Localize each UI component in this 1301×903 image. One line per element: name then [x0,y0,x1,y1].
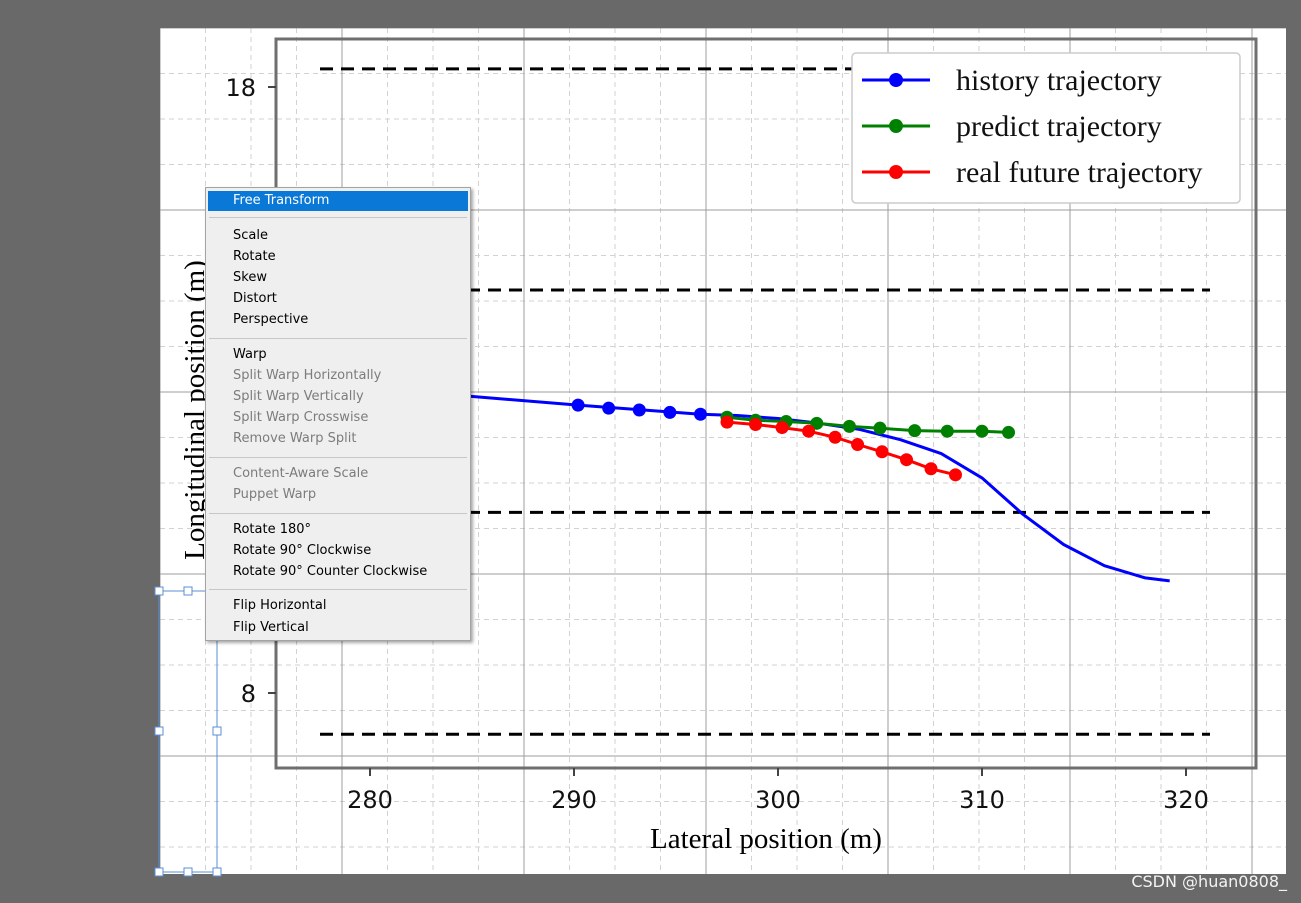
menu-item-puppet-warp[interactable]: Puppet Warp [208,485,468,505]
menu-item-free-transform[interactable]: Free Transform [208,191,468,211]
legend-label: predict trajectory [956,110,1162,143]
history-point [571,398,585,412]
menu-item-label: Remove Warp Split [233,431,357,446]
real-future-point [875,445,889,459]
history-point [632,403,646,417]
predict-point [975,424,989,438]
legend: history trajectory predict trajectory real… [851,52,1241,204]
menu-item-label: Split Warp Crosswise [233,410,369,425]
menu-item-rotate[interactable]: Rotate [208,247,468,267]
menu-separator [209,217,467,218]
menu-item-warp[interactable]: Warp [208,345,468,365]
menu-item-flip-vertical[interactable]: Flip Vertical [208,618,468,638]
menu-item-label: Perspective [233,312,309,327]
menu-separator [209,338,467,339]
menu-item-remove-warp-split[interactable]: Remove Warp Split [208,429,468,449]
history-point [663,405,677,419]
menu-item-perspective[interactable]: Perspective [208,310,468,330]
predict-point [908,424,922,438]
menu-item-skew[interactable]: Skew [208,268,468,288]
real-future-point [749,418,763,432]
menu-item-label: Scale [233,228,268,243]
menu-item-label: Skew [233,270,267,285]
menu-separator [209,457,467,458]
predict-point [940,424,954,438]
legend-label: history trajectory [956,64,1162,97]
menu-item-label: Rotate [233,249,276,264]
menu-item-rotate-90-clockwise[interactable]: Rotate 90° Clockwise [208,541,468,561]
real-future-point [828,430,842,444]
legend-label: real future trajectory [956,156,1203,189]
menu-item-label: Flip Horizontal [233,598,327,613]
menu-separator [209,513,467,514]
menu-item-split-warp-horizontally[interactable]: Split Warp Horizontally [208,366,468,386]
menu-item-label: Warp [233,347,267,362]
menu-item-split-warp-crosswise[interactable]: Split Warp Crosswise [208,408,468,428]
history-line [349,388,1170,583]
menu-item-split-warp-vertically[interactable]: Split Warp Vertically [208,387,468,407]
real-future-line [726,420,956,477]
x-tick-label: 290 [551,786,597,814]
history-point [602,401,616,415]
y-tick-label: 8 [241,680,256,708]
transform-context-menu: Free Transform Scale Rotate Skew Distort Pers… [205,187,471,641]
legend-marker [889,73,903,87]
menu-item-rotate-90-counter-clockwise[interactable]: Rotate 90° Counter Clockwise [208,562,468,582]
menu-item-scale[interactable]: Scale [208,226,468,246]
x-axis-label: Lateral position (m) [650,823,882,855]
predict-point [1002,425,1016,439]
menu-item-label: Rotate 90° Clockwise [233,543,372,558]
real-future-point [775,421,789,435]
legend-marker [889,165,903,179]
real-future-point [720,415,734,429]
real-future-point [948,468,962,482]
y-tick-label: 18 [225,74,256,102]
real-future-point [851,438,865,452]
menu-item-label: Distort [233,291,277,306]
menu-item-rotate-180[interactable]: Rotate 180° [208,520,468,540]
history-point [693,407,707,421]
predict-point [842,419,856,433]
legend-box [851,52,1241,204]
menu-item-label: Split Warp Horizontally [233,368,382,383]
ticks: 280 290 300 310 320 8 18 [225,74,1208,814]
menu-item-label: Split Warp Vertically [233,389,364,404]
menu-item-label: Flip Vertical [233,620,309,635]
watermark: CSDN @huan0808_ [1131,872,1287,891]
real-future-point [802,424,816,438]
menu-separator [209,589,467,590]
x-tick-label: 320 [1163,786,1209,814]
menu-item-label: Rotate 90° Counter Clockwise [233,564,428,579]
real-future-point [900,453,914,467]
menu-item-distort[interactable]: Distort [208,289,468,309]
real-future-point [924,462,938,476]
predict-point [810,416,824,430]
menu-item-label: Puppet Warp [233,487,317,502]
menu-item-label: Content-Aware Scale [233,466,369,481]
menu-item-flip-horizontal[interactable]: Flip Horizontal [208,596,468,616]
predict-point [873,421,887,435]
legend-marker [889,119,903,133]
x-tick-label: 310 [959,786,1005,814]
menu-item-label: Free Transform [233,193,330,208]
menu-item-label: Rotate 180° [233,522,312,537]
x-tick-label: 300 [755,786,801,814]
x-tick-label: 280 [347,786,393,814]
predict-line [726,415,1009,434]
series [349,388,1170,583]
menu-item-content-aware-scale[interactable]: Content-Aware Scale [208,464,468,484]
